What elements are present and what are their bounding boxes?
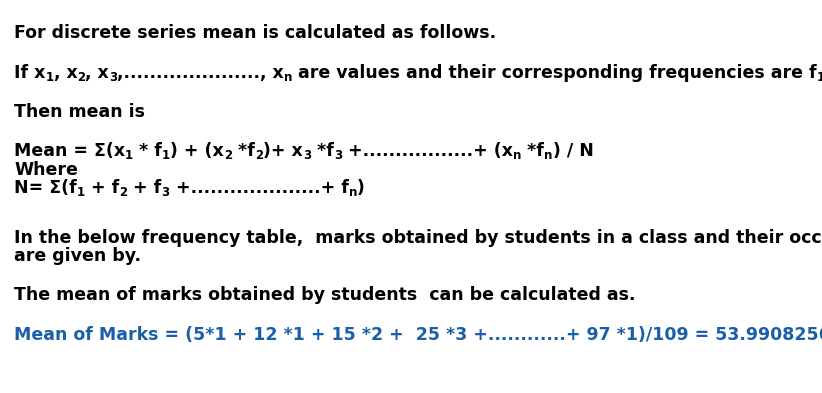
Text: are given by.: are given by. [14,247,141,265]
Text: 2: 2 [255,149,263,162]
Text: + f: + f [127,179,161,197]
Text: *f: *f [521,142,544,160]
Text: 1: 1 [76,186,85,199]
Text: 1: 1 [162,149,170,162]
Text: * f: * f [133,142,162,160]
Text: + f: + f [85,179,119,197]
Text: Then mean is: Then mean is [14,103,145,121]
Text: +....................+ f: +....................+ f [169,179,349,197]
Text: The mean of marks obtained by students  can be calculated as.: The mean of marks obtained by students c… [14,286,635,304]
Text: Mean = Σ(x: Mean = Σ(x [14,142,125,160]
Text: n: n [513,149,521,162]
Text: n: n [544,149,552,162]
Text: 2: 2 [77,71,85,84]
Text: ) + (x: ) + (x [170,142,224,160]
Text: 3: 3 [302,149,311,162]
Text: *f: *f [311,142,334,160]
Text: 1: 1 [817,71,822,84]
Text: , x: , x [53,64,77,82]
Text: 2: 2 [224,149,232,162]
Text: Where: Where [14,161,78,179]
Text: Mean of Marks = (5*1 + 12 *1 + 15 *2 +  25 *3 +............+ 97 *1)/109 = 53.990: Mean of Marks = (5*1 + 12 *1 + 15 *2 + 2… [14,326,822,344]
Text: In the below frequency table,  marks obtained by students in a class and their o: In the below frequency table, marks obta… [14,229,822,247]
Text: 1: 1 [125,149,133,162]
Text: 3: 3 [161,186,169,199]
Text: 3: 3 [109,71,118,84]
Text: *f: *f [232,142,255,160]
Text: n: n [284,71,293,84]
Text: If x: If x [14,64,45,82]
Text: 1: 1 [45,71,53,84]
Text: n: n [349,186,357,199]
Text: For discrete series mean is calculated as follows.: For discrete series mean is calculated a… [14,24,496,42]
Text: +.................+ (x: +.................+ (x [342,142,513,160]
Text: ): ) [357,179,365,197]
Text: N= Σ(f: N= Σ(f [14,179,76,197]
Text: , x: , x [85,64,109,82]
Text: 3: 3 [334,149,342,162]
Text: )+ x: )+ x [263,142,302,160]
Text: are values and their corresponding frequencies are f: are values and their corresponding frequ… [293,64,817,82]
Text: ) / N: ) / N [552,142,593,160]
Text: 2: 2 [119,186,127,199]
Text: ,....................., x: ,....................., x [118,64,284,82]
